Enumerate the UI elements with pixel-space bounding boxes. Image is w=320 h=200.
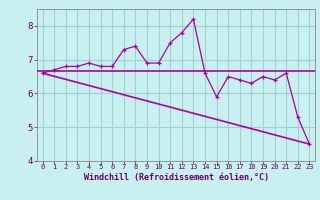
X-axis label: Windchill (Refroidissement éolien,°C): Windchill (Refroidissement éolien,°C): [84, 173, 268, 182]
